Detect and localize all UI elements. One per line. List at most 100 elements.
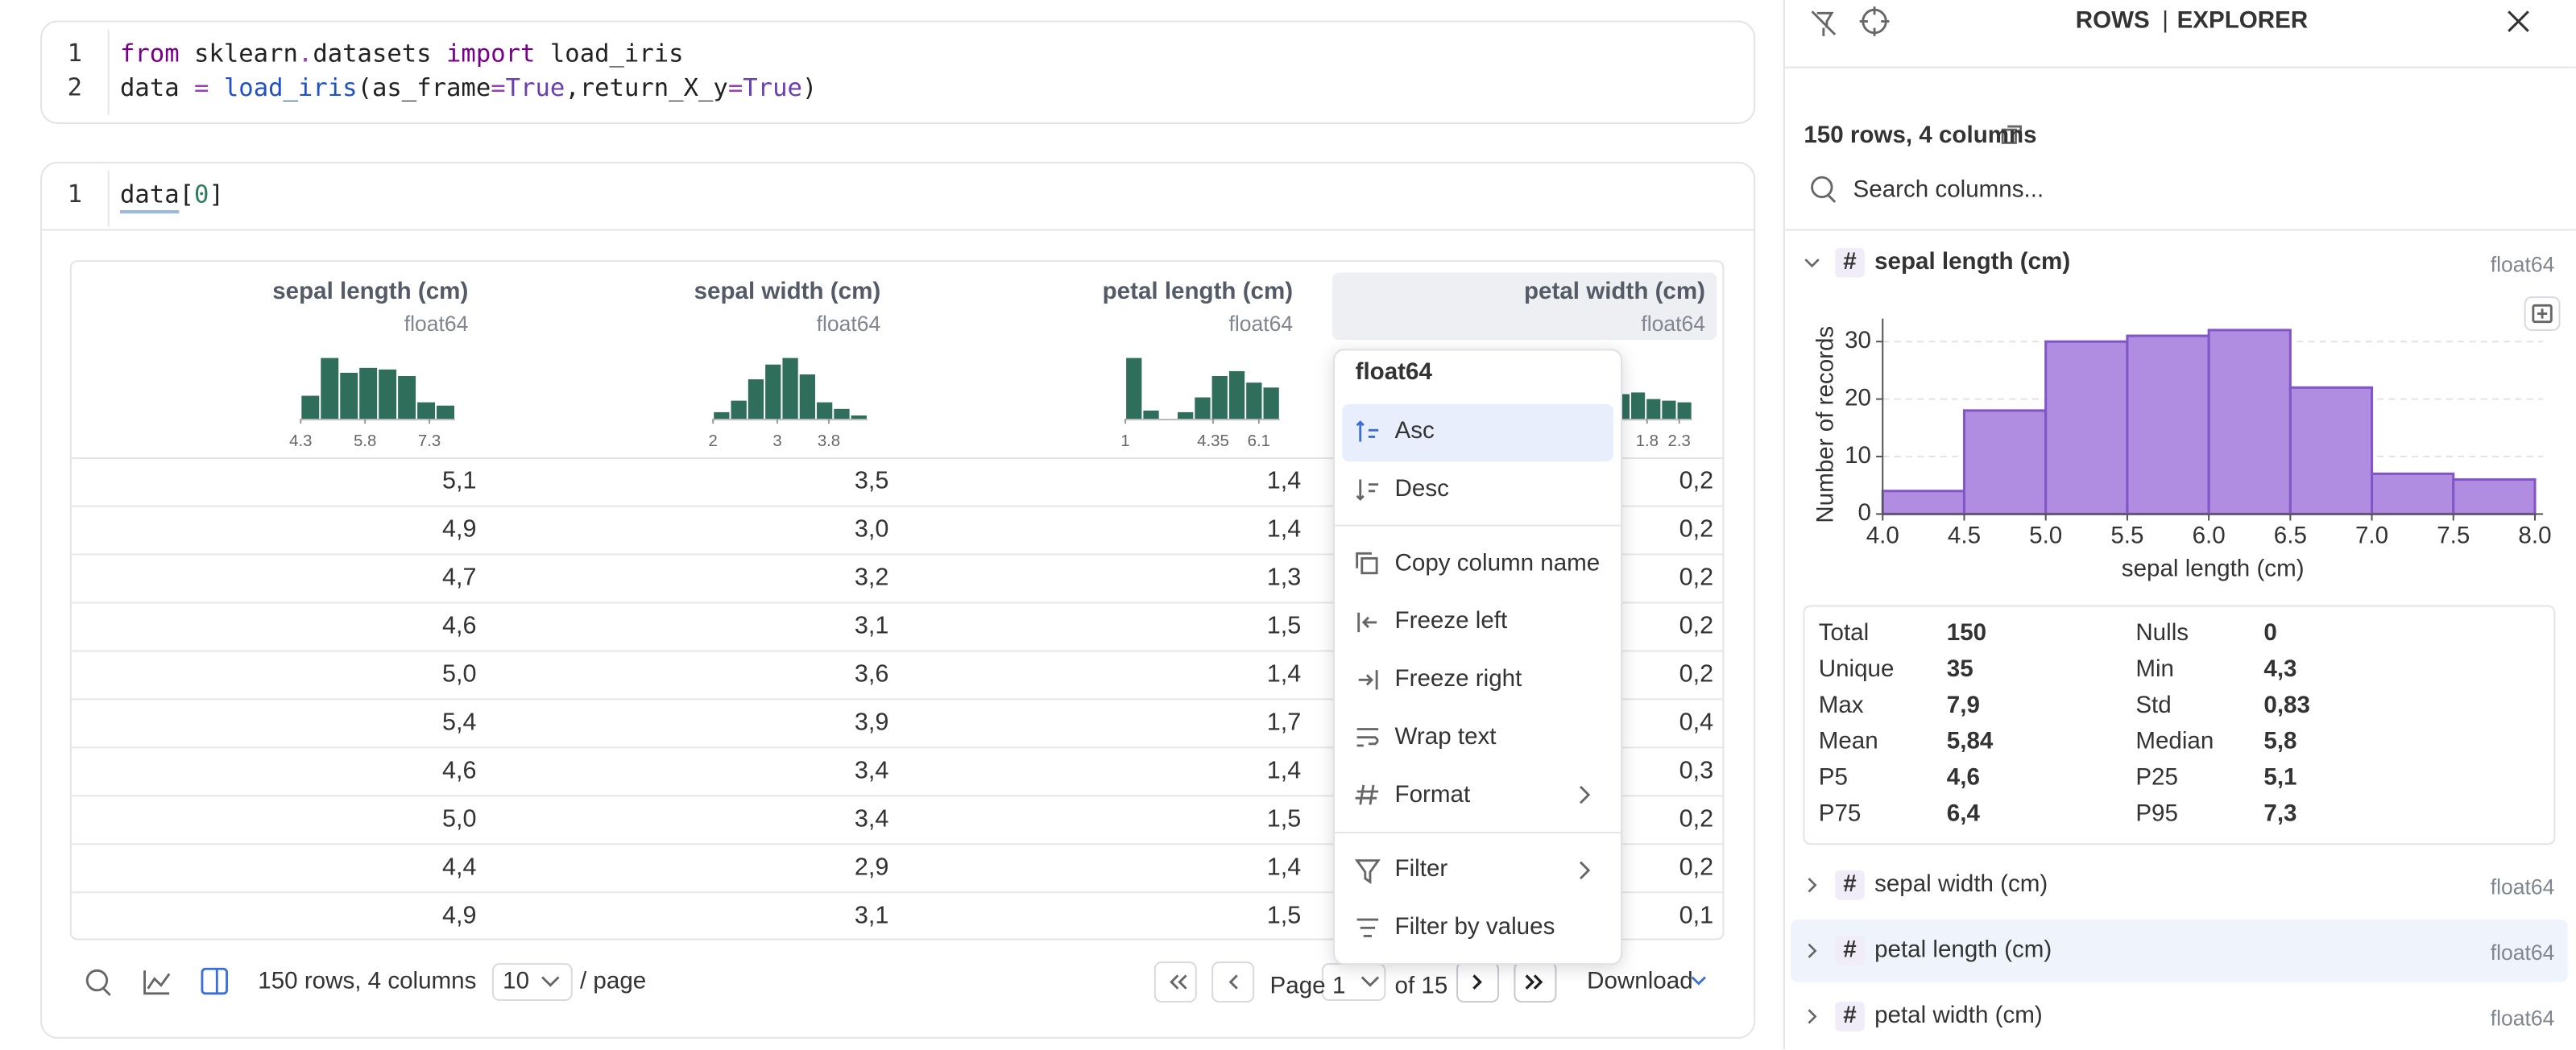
stat-value: 5,1 — [2263, 763, 2296, 790]
icon — [2537, 308, 2548, 319]
column-name[interactable]: sepal length (cm) — [1874, 248, 2070, 275]
cell: 1,5 — [1267, 612, 1302, 639]
x-axis-label: sepal length (cm) — [2122, 555, 2305, 581]
mini-bar — [1178, 411, 1194, 420]
code-token: data — [120, 74, 194, 102]
column-dtype: float64 — [817, 312, 881, 336]
mini-tick-label: 3.8 — [818, 432, 840, 450]
column-dtype: float64 — [1641, 312, 1705, 336]
stat-label: Max — [1819, 692, 1864, 718]
column-dtype: float64 — [2491, 1006, 2555, 1030]
stat-label: Unique — [1819, 655, 1895, 682]
collapse-chevron[interactable] — [1804, 258, 1820, 268]
column-dtype: float64 — [1229, 312, 1294, 336]
code-token: . — [298, 39, 313, 68]
mini-bar — [1143, 410, 1159, 420]
copy-icon — [1356, 552, 1373, 568]
stat-value: 6,4 — [1947, 800, 1981, 826]
panel-icon[interactable] — [201, 967, 228, 995]
menu-item[interactable]: Freeze left — [1395, 607, 1508, 634]
first-page-button[interactable] — [1153, 961, 1197, 1003]
mini-bar — [417, 402, 436, 420]
menu-item[interactable]: Filter by values — [1395, 913, 1555, 940]
cell: 4,9 — [442, 901, 477, 928]
download[interactable]: Download — [1587, 967, 1692, 994]
column-name[interactable]: petal length (cm) — [1874, 936, 2052, 963]
page-size-select[interactable] — [491, 963, 573, 1002]
expand-chevron[interactable] — [1808, 878, 1817, 893]
stat-value: 5,84 — [1947, 728, 1994, 754]
stat-label: Std — [2135, 692, 2171, 718]
expand-chevron[interactable] — [1808, 943, 1817, 958]
cell: 1,5 — [1267, 804, 1302, 832]
cell: 4,4 — [442, 853, 477, 880]
code-token: from — [120, 39, 180, 68]
cell: 1,4 — [1267, 853, 1302, 880]
bar — [2126, 334, 2210, 515]
mini-bar — [782, 358, 798, 420]
icon — [1472, 974, 1482, 990]
menu-item[interactable]: Copy column name — [1395, 549, 1601, 576]
search-input[interactable]: Search columns... — [1853, 176, 2044, 202]
cell: 0,4 — [1679, 708, 1714, 735]
close-icon[interactable] — [2508, 10, 2529, 32]
line-number: 1 — [68, 39, 82, 68]
page-number: 1 — [1332, 972, 1345, 998]
chevron — [541, 976, 560, 987]
cell: 4,6 — [442, 756, 477, 783]
column-header: petal length (cm) — [1103, 278, 1294, 304]
stat-label: Median — [2135, 728, 2214, 754]
x-tick-label: 7.5 — [2437, 523, 2470, 549]
code-token: load_iris — [209, 74, 357, 102]
next-page-button[interactable] — [1456, 961, 1500, 1003]
stat-value: 4,3 — [2263, 655, 2296, 682]
cell: 1,4 — [1267, 756, 1302, 783]
code-token: ] — [209, 180, 223, 209]
chart-icon[interactable] — [143, 970, 171, 995]
icon — [2532, 304, 2553, 324]
cell: 3,6 — [855, 659, 889, 687]
format-icon — [1355, 784, 1379, 805]
x-tick-label: 4.5 — [1948, 523, 1981, 549]
code-cell[interactable] — [40, 20, 1756, 124]
menu-icons — [1354, 420, 1381, 937]
mini-tick-label: 4.3 — [289, 432, 312, 450]
menu-item[interactable]: Wrap text — [1395, 723, 1497, 750]
stat-label: P75 — [1819, 800, 1862, 826]
stat-label: P95 — [2135, 800, 2178, 826]
submenu-chevron — [1580, 785, 1591, 804]
unpin-icon[interactable] — [1811, 10, 1837, 36]
mini-bar — [1211, 376, 1228, 420]
menu-item[interactable]: Asc — [1395, 417, 1435, 444]
y-tick-label: 30 — [1845, 327, 1871, 353]
code-token: import — [446, 39, 535, 68]
mini-tick-label: 2.3 — [1668, 432, 1691, 450]
bar — [2288, 386, 2374, 515]
search-icon[interactable] — [85, 969, 109, 992]
column-dtype: float64 — [2491, 874, 2555, 899]
column-name[interactable]: petal width (cm) — [1874, 1002, 2043, 1028]
column-header: petal width (cm) — [1524, 278, 1705, 304]
column-name[interactable]: sepal width (cm) — [1874, 870, 2048, 897]
menu-item[interactable]: Format — [1395, 781, 1471, 808]
prev-page-button[interactable] — [1211, 961, 1255, 1003]
tab[interactable]: EXPLORER — [2177, 6, 2309, 33]
per-page: / page — [580, 967, 646, 994]
tab[interactable]: ROWS — [2076, 6, 2150, 33]
cell: 0,2 — [1679, 659, 1714, 687]
wrap-icon — [1356, 728, 1379, 747]
search-icon — [1811, 176, 1833, 199]
filter-icon — [1354, 859, 1381, 884]
menu-item[interactable]: Desc — [1395, 475, 1449, 502]
menu-item[interactable]: Filter — [1395, 855, 1448, 882]
copy-icon[interactable] — [2001, 128, 2017, 144]
menu-item[interactable]: Freeze right — [1395, 665, 1522, 692]
bar — [1881, 490, 1966, 515]
stats-box — [1803, 605, 2556, 845]
mini-bar — [437, 405, 454, 420]
expand-chevron[interactable] — [1808, 1009, 1817, 1024]
desc-icon — [1356, 479, 1379, 502]
cell: 0,2 — [1679, 515, 1714, 543]
last-page-button[interactable] — [1514, 961, 1557, 1003]
filter-values-icon — [1356, 918, 1379, 937]
